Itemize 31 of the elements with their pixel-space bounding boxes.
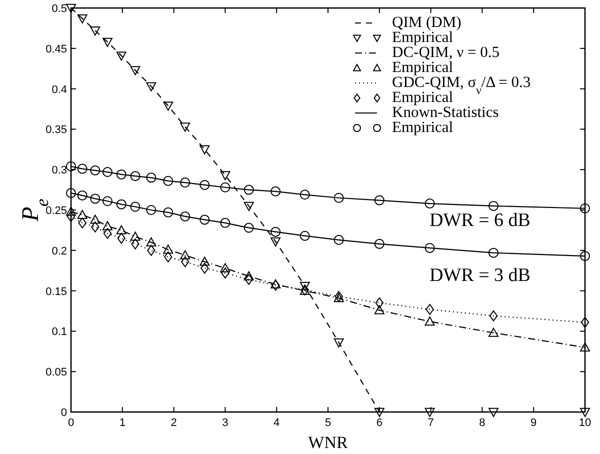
x-tick-label: 8 xyxy=(479,417,486,429)
x-tick-label: 2 xyxy=(170,417,177,429)
legend-label: Empirical xyxy=(392,29,454,46)
y-tick-label: 0.05 xyxy=(46,366,67,379)
y-tick-label: 0.45 xyxy=(46,43,67,56)
y-tick-label: 0 xyxy=(60,407,67,419)
y-tick-label: 0.35 xyxy=(46,124,67,136)
x-tick-label: 10 xyxy=(578,417,592,429)
x-axis-title: WNR xyxy=(308,433,348,452)
y-tick-label: 0.15 xyxy=(46,286,67,298)
legend-label: QIM (DM) xyxy=(392,14,462,31)
x-tick-label: 4 xyxy=(274,417,280,429)
x-tick-label: 3 xyxy=(222,417,228,429)
x-tick-label: 1 xyxy=(119,417,126,429)
x-tick-label: 0 xyxy=(68,417,74,429)
y-tick-label: 0.25 xyxy=(46,205,67,217)
legend-label: Known-Statistics xyxy=(392,104,499,121)
y-tick-label: 0.2 xyxy=(52,245,67,258)
legend-label: Empirical xyxy=(392,119,454,136)
x-tick-label: 7 xyxy=(428,417,434,429)
annotation: DWR = 3 dB xyxy=(430,265,530,286)
x-tick-label: 6 xyxy=(376,417,382,429)
y-tick-label: 0.3 xyxy=(52,164,67,177)
x-tick-label: 9 xyxy=(530,417,537,429)
legend-label: Empirical xyxy=(392,59,454,76)
y-tick-label: 0.4 xyxy=(52,84,67,96)
y-tick-label: 0.5 xyxy=(52,3,67,15)
legend-label: DC-QIM, ν = 0.5 xyxy=(392,44,500,61)
x-tick-label: 5 xyxy=(324,417,332,429)
y-tick-label: 0.1 xyxy=(52,326,67,338)
annotation: DWR = 6 dB xyxy=(430,210,530,231)
